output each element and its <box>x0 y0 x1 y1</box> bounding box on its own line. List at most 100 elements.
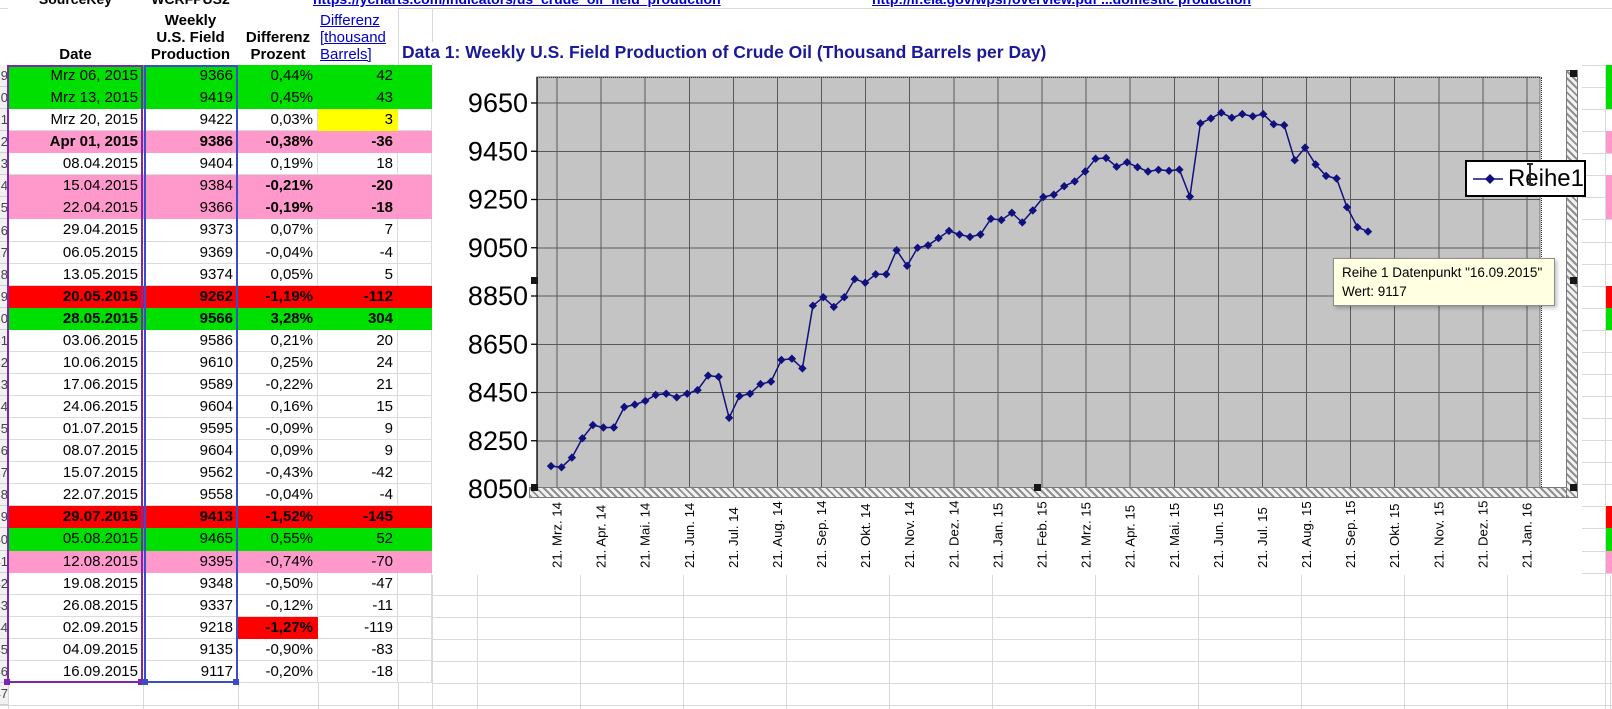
cell-production[interactable]: 9374 <box>143 263 238 286</box>
cell-production[interactable]: 9366 <box>143 197 238 220</box>
cell-extra[interactable] <box>398 660 432 683</box>
row-number[interactable]: 30 <box>0 307 8 330</box>
cell-extra[interactable] <box>398 373 432 397</box>
cell-diff-percent[interactable]: -0,09% <box>238 418 318 441</box>
cell-diff-absolute[interactable]: 7 <box>318 219 398 242</box>
cell-date[interactable]: 29.07.2015 <box>8 506 143 529</box>
cell-diff-percent[interactable]: -0,74% <box>238 550 318 573</box>
cell-diff-percent[interactable]: 0,03% <box>238 109 318 132</box>
cell-diff-percent[interactable]: 0,44% <box>238 65 318 88</box>
cell-diff-absolute[interactable]: 20 <box>318 329 398 352</box>
cell-diff-percent[interactable]: -0,21% <box>238 175 318 198</box>
cell-production[interactable]: 9218 <box>143 616 238 639</box>
cell-extra[interactable] <box>398 175 432 198</box>
cell-production[interactable]: 9595 <box>143 418 238 441</box>
cell-diff-absolute[interactable]: -18 <box>318 660 398 683</box>
cell-extra[interactable] <box>398 616 432 639</box>
cell-diff-absolute[interactable]: 52 <box>318 528 398 551</box>
cell-production[interactable]: 9465 <box>143 528 238 551</box>
cell-date[interactable]: 24.06.2015 <box>8 396 143 419</box>
row-number[interactable]: 47 <box>0 682 8 706</box>
cell-production[interactable]: 9589 <box>143 373 238 397</box>
cell-diff-absolute[interactable]: 24 <box>318 351 398 374</box>
row-number[interactable]: 39 <box>0 506 8 529</box>
cell-diff-absolute[interactable]: -47 <box>318 572 398 595</box>
cell-diff-percent[interactable]: -1,52% <box>238 506 318 529</box>
row-number[interactable]: 31 <box>0 329 8 352</box>
cell-diff-absolute[interactable]: 42 <box>318 65 398 88</box>
cell-date[interactable]: 29.04.2015 <box>8 219 143 242</box>
cell-date[interactable]: 02.09.2015 <box>8 616 143 639</box>
cell-extra[interactable] <box>398 462 432 485</box>
cell-extra[interactable] <box>398 418 432 441</box>
cell-date[interactable]: 15.07.2015 <box>8 462 143 485</box>
cell-production[interactable]: 9413 <box>143 506 238 529</box>
row-number[interactable]: 24 <box>0 175 8 198</box>
cell-date[interactable]: Mrz 06, 2015 <box>8 65 143 88</box>
row-number[interactable]: 43 <box>0 594 8 617</box>
row-number[interactable]: 27 <box>0 241 8 264</box>
cell-production[interactable]: 9348 <box>143 572 238 595</box>
cell-production[interactable]: 9135 <box>143 638 238 661</box>
row-number[interactable]: 20 <box>0 87 8 110</box>
cell-diff-absolute[interactable]: -4 <box>318 484 398 507</box>
row-number[interactable]: 29 <box>0 285 8 308</box>
cell-production[interactable]: 9404 <box>143 153 238 176</box>
row-number[interactable]: 38 <box>0 484 8 507</box>
cell-production[interactable]: 9422 <box>143 109 238 132</box>
selection-handle[interactable] <box>4 679 10 685</box>
cell-production[interactable]: 9337 <box>143 594 238 617</box>
selection-handle[interactable] <box>233 679 239 685</box>
cell-date[interactable]: 13.05.2015 <box>8 263 143 286</box>
cell-production[interactable]: 9586 <box>143 329 238 352</box>
cell-extra[interactable] <box>398 131 432 154</box>
row-number[interactable]: 45 <box>0 638 8 661</box>
cell-production[interactable]: 9419 <box>143 87 238 110</box>
cell-extra[interactable] <box>398 109 432 132</box>
row-number[interactable]: 22 <box>0 131 8 154</box>
cell-diff-percent[interactable]: -0,90% <box>238 638 318 661</box>
cell-diff-percent[interactable]: -0,04% <box>238 241 318 264</box>
plot-selection-handle[interactable] <box>1570 70 1577 77</box>
cell-production[interactable]: 9366 <box>143 65 238 88</box>
row-number[interactable]: 35 <box>0 418 8 441</box>
cell-date[interactable]: 22.04.2015 <box>8 197 143 220</box>
cell-production[interactable]: 9610 <box>143 351 238 374</box>
cell-diff-absolute[interactable]: -119 <box>318 616 398 639</box>
cell-date[interactable]: 08.04.2015 <box>8 153 143 176</box>
cell-extra[interactable] <box>398 528 432 551</box>
cell-date[interactable]: 12.08.2015 <box>8 550 143 573</box>
cell-production[interactable]: 9373 <box>143 219 238 242</box>
cell-diff-absolute[interactable]: -112 <box>318 285 398 308</box>
cell-production[interactable]: 9558 <box>143 484 238 507</box>
cell-extra[interactable] <box>398 594 432 617</box>
cell-extra[interactable] <box>398 241 432 264</box>
cell-diff-absolute[interactable]: 5 <box>318 263 398 286</box>
cell-date[interactable]: 19.08.2015 <box>8 572 143 595</box>
cell-diff-absolute[interactable]: 9 <box>318 440 398 463</box>
plot-selection-handle[interactable] <box>531 277 538 284</box>
cell-diff-absolute[interactable]: 43 <box>318 87 398 110</box>
row-number[interactable]: 33 <box>0 373 8 397</box>
plot-selection-handle[interactable] <box>1570 484 1577 491</box>
column-header-diff-absolute-link[interactable]: Differenz [thousand Barrels] <box>318 8 398 65</box>
cell-diff-absolute[interactable]: -145 <box>318 506 398 529</box>
cell-diff-percent[interactable]: 0,05% <box>238 263 318 286</box>
plot-selection-handle[interactable] <box>1570 277 1577 284</box>
cell-diff-percent[interactable]: -0,38% <box>238 131 318 154</box>
cell-extra[interactable] <box>398 219 432 242</box>
cell-production[interactable]: 9395 <box>143 550 238 573</box>
cell-diff-percent[interactable]: 0,19% <box>238 153 318 176</box>
cell-date[interactable]: 04.09.2015 <box>8 638 143 661</box>
cell-date[interactable]: 15.04.2015 <box>8 175 143 198</box>
cell-date[interactable]: 03.06.2015 <box>8 329 143 352</box>
cell-diff-percent[interactable]: -1,27% <box>238 616 318 639</box>
cell-diff-percent[interactable]: 0,21% <box>238 329 318 352</box>
cell-diff-absolute[interactable]: -18 <box>318 197 398 220</box>
cell-extra[interactable] <box>398 506 432 529</box>
cell-diff-absolute[interactable]: -70 <box>318 550 398 573</box>
cell-production[interactable]: 9384 <box>143 175 238 198</box>
row-number[interactable]: 28 <box>0 263 8 286</box>
column-header-diff-percent[interactable]: Differenz Prozent <box>238 8 318 65</box>
row-number[interactable]: 19 <box>0 65 8 88</box>
